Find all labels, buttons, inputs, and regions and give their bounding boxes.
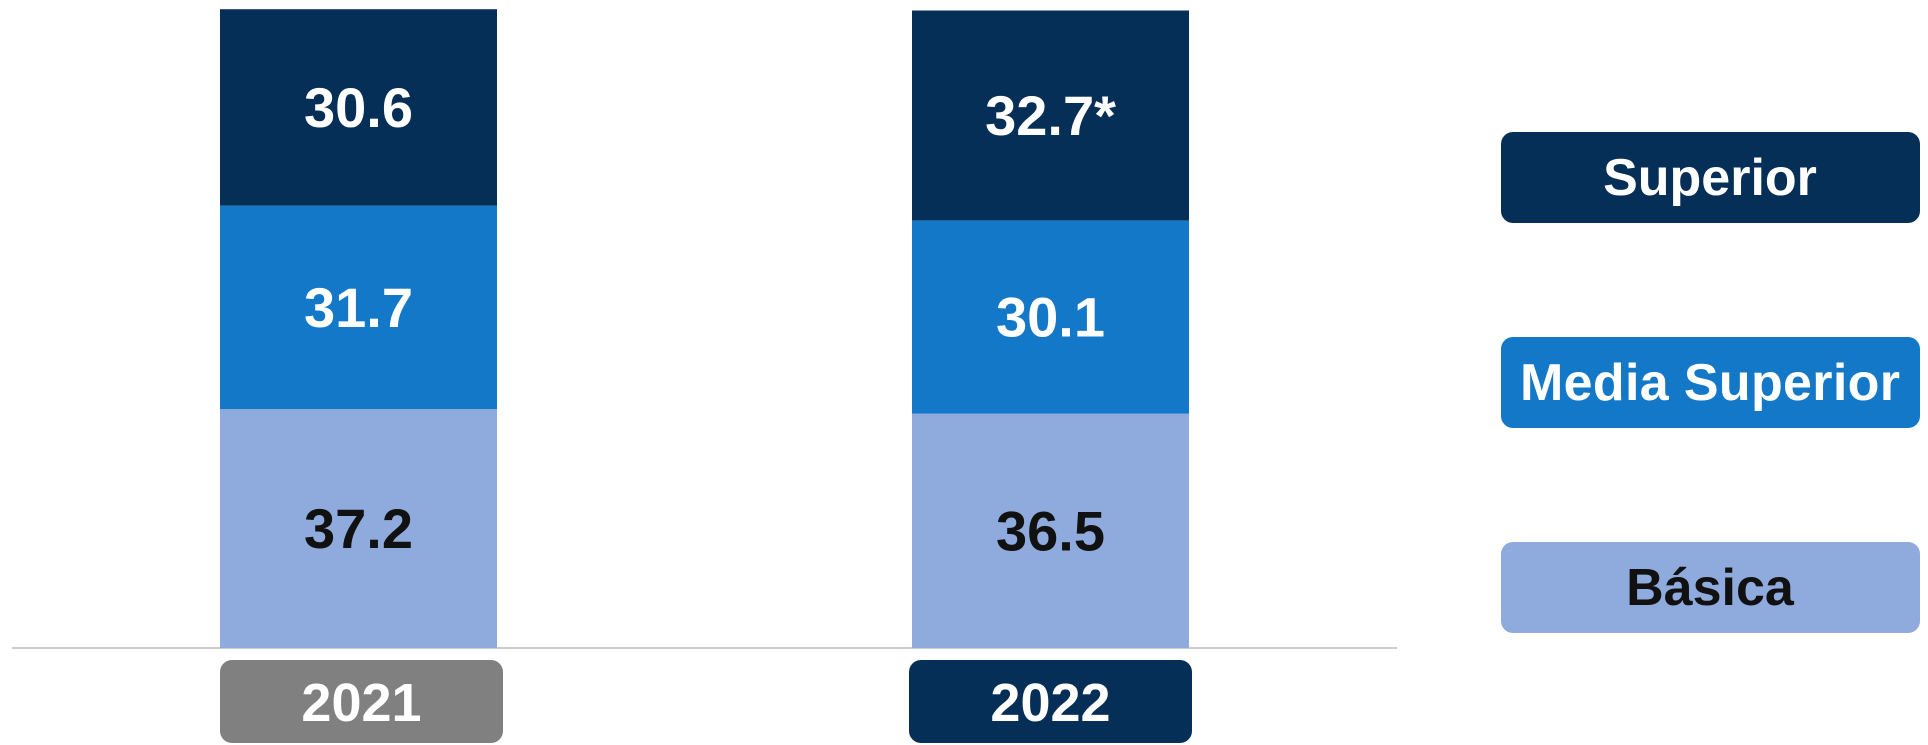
bar-segment bbox=[220, 205, 497, 410]
legend-swatch bbox=[1501, 337, 1920, 428]
legend-label: Superior bbox=[1603, 149, 1817, 207]
data-label: 32.7* bbox=[985, 84, 1116, 147]
x-tick-label: 2021 bbox=[301, 673, 421, 733]
data-label: 30.6 bbox=[304, 76, 413, 139]
bar-segment bbox=[912, 10, 1189, 221]
x-tick-label: 2022 bbox=[990, 673, 1110, 733]
bar-segment bbox=[220, 9, 497, 206]
legend-label: Media Superior bbox=[1520, 354, 1900, 412]
bar-segment bbox=[220, 409, 497, 648]
category-pill bbox=[220, 660, 503, 743]
data-label: 37.2 bbox=[304, 497, 413, 560]
bar-segment bbox=[912, 220, 1189, 414]
data-label: 31.7 bbox=[304, 276, 413, 339]
legend-swatch bbox=[1501, 542, 1920, 633]
legend-label: Básica bbox=[1626, 559, 1795, 617]
data-label: 36.5 bbox=[996, 499, 1105, 562]
legend-swatch bbox=[1501, 132, 1920, 223]
category-pill bbox=[909, 660, 1192, 743]
bar-segment bbox=[912, 413, 1189, 648]
data-label: 30.1 bbox=[996, 286, 1105, 349]
